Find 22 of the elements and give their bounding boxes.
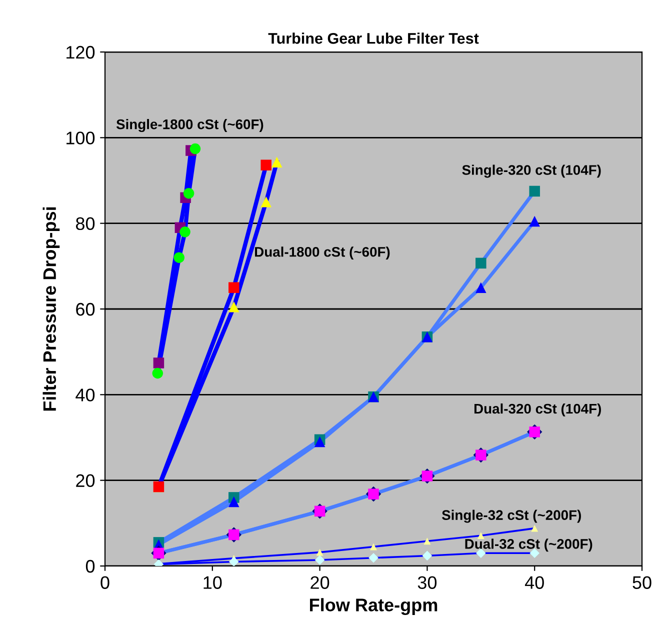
x-tick-label: 40 [524,576,544,589]
x-tick-label: 10 [204,576,222,589]
series-label: Dual-32 cSt (~200F) [465,538,592,552]
y-tick-label: 20 [76,474,95,488]
series-label: Single-32 cSt (~200F) [442,510,581,523]
x-tick-label: 50 [632,576,652,589]
x-axis-title: Flow Rate-gpm [310,598,438,616]
series-label: Dual-320 cSt (104F) [474,403,601,416]
chart-title: Turbine Gear Lube Filter Test [268,32,479,44]
x-tick-label: 20 [310,576,330,589]
series-label: Single-320 cSt (104F) [462,164,601,178]
series-label: Dual-1800 cSt (~60F) [255,246,390,260]
y-tick-label: 120 [66,46,95,59]
x-tick-label: 0 [100,576,110,589]
y-tick-label: 40 [76,388,95,402]
y-tick-label: 80 [76,217,95,230]
y-tick-label: 60 [76,302,95,316]
y-tick-label: 100 [66,132,95,144]
y-tick-label: 0 [86,560,95,573]
y-axis-title: Filter Pressure Drop-psi [42,207,60,411]
x-tick-label: 30 [418,576,437,589]
series-label: Single-1800 cSt (~60F) [116,119,264,132]
